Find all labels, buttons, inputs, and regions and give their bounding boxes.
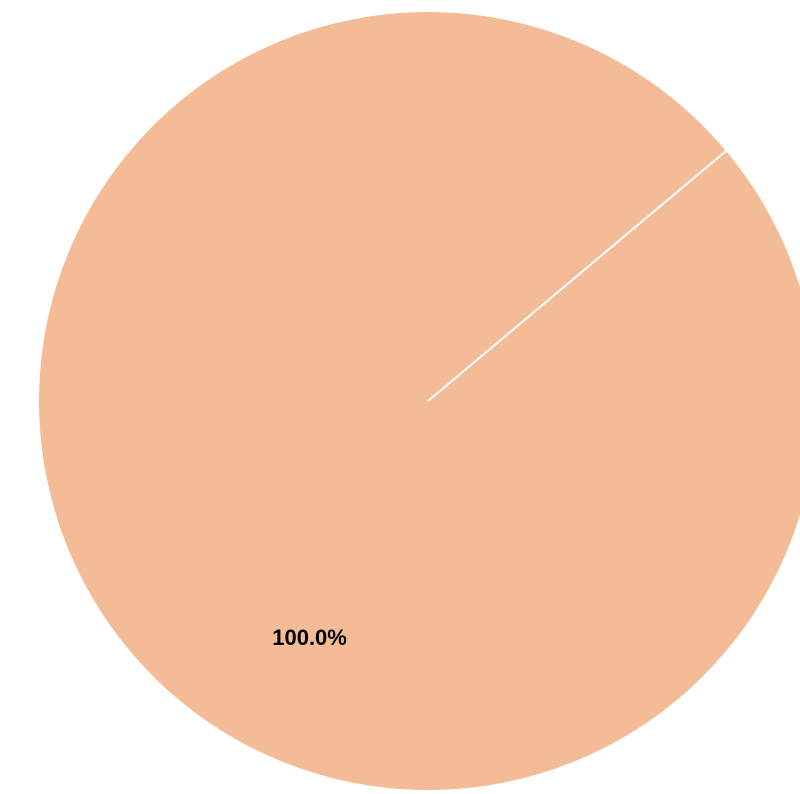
pie-slices <box>39 12 800 790</box>
slice-boundary-line <box>427 150 727 402</box>
pie-labels: 100.0% <box>272 625 347 650</box>
slice-percent-label: 100.0% <box>272 625 347 650</box>
pie-slice <box>39 12 800 790</box>
